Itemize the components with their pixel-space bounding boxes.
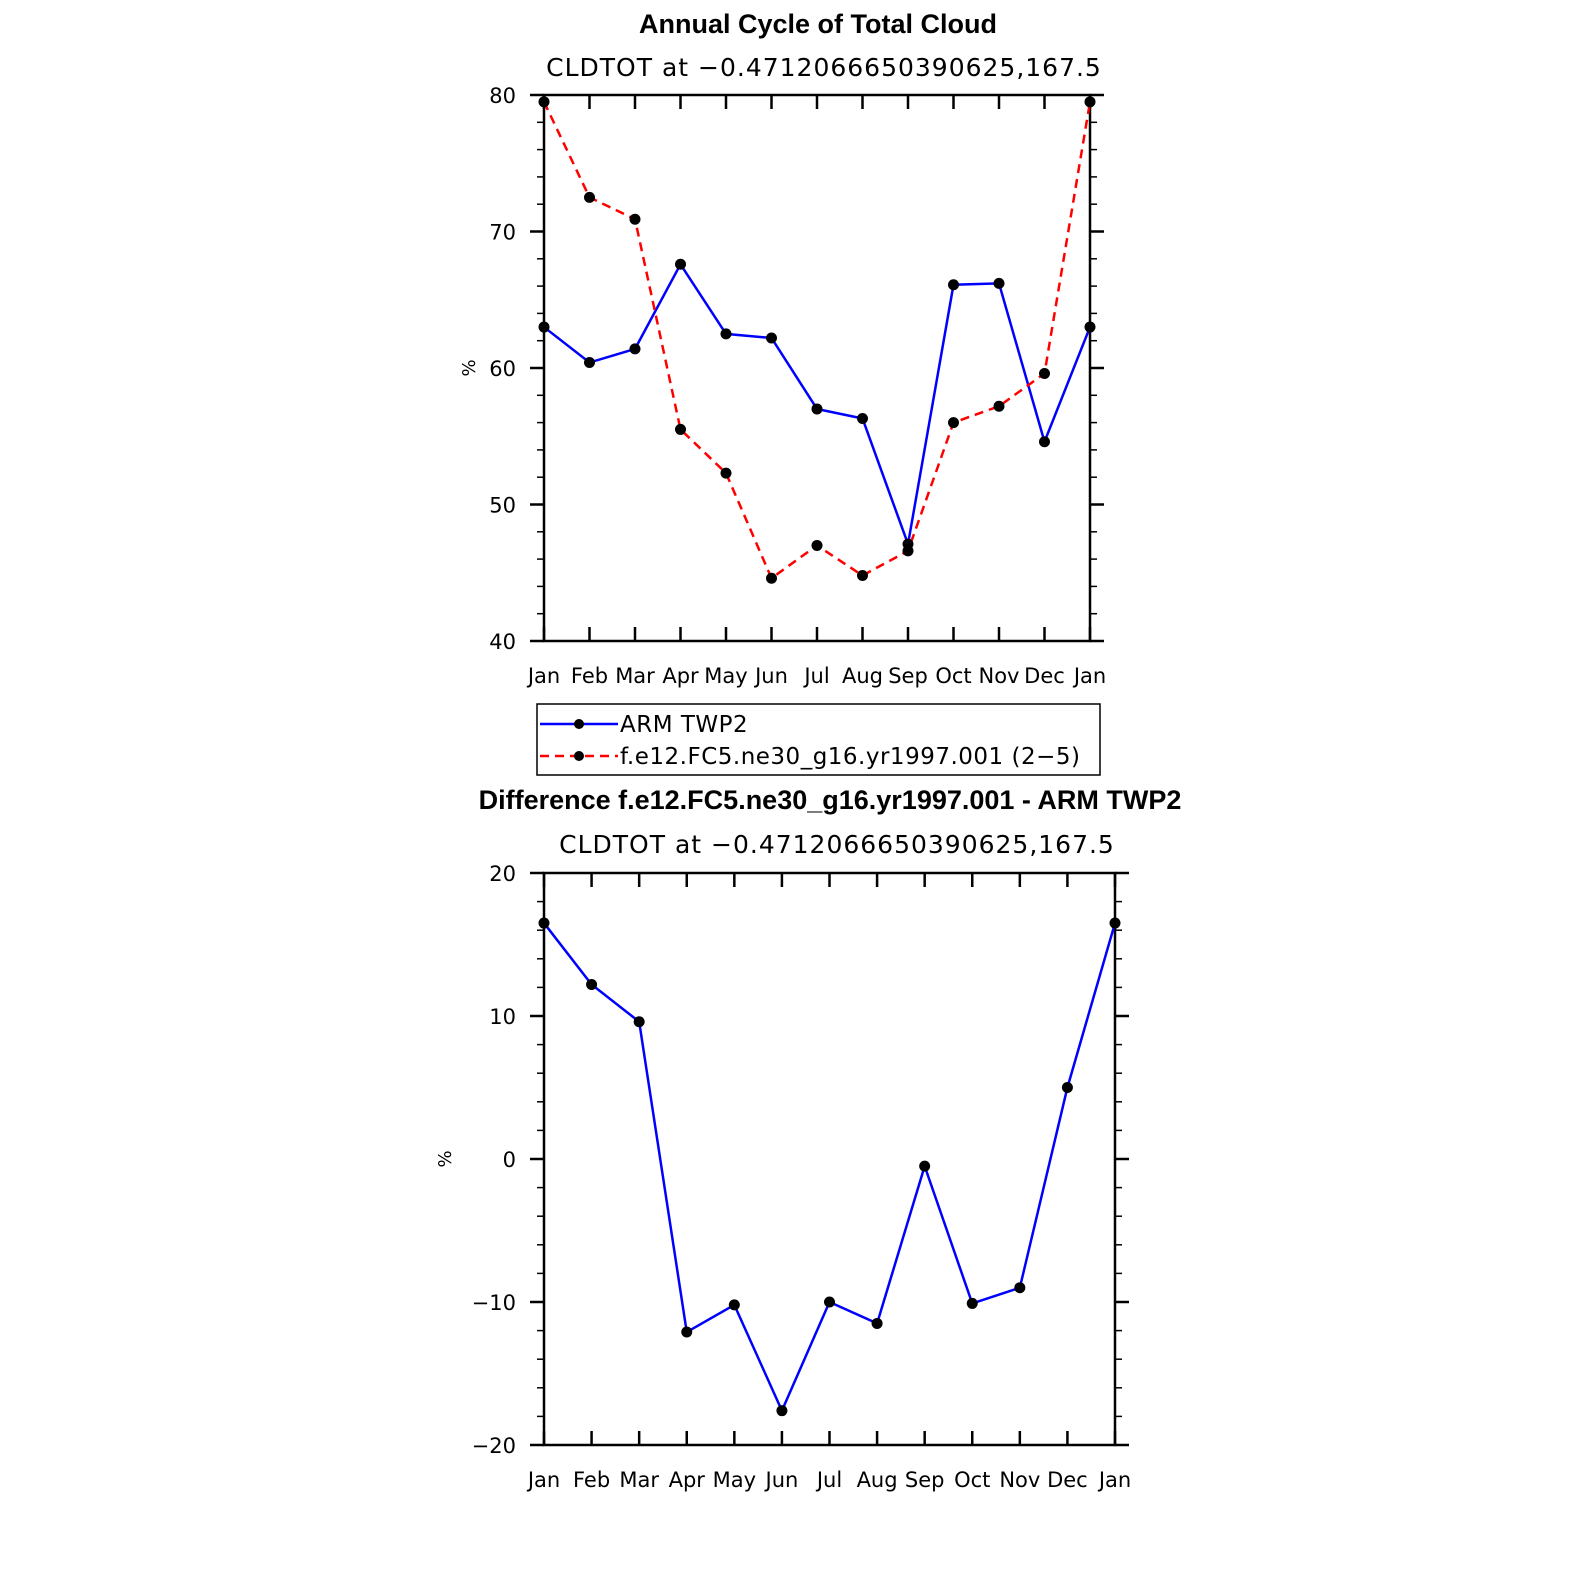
chart2-series-0-point — [871, 1317, 883, 1329]
chart1-series-1-point — [675, 423, 686, 435]
chart2-plot: Jan Feb Mar Apr May Jun Jul Aug Sep Oct Nov Dec Jan−… — [472, 862, 1132, 1492]
chart2-xtick-label: Oct — [954, 1468, 990, 1492]
chart2-xtick-label: Nov — [999, 1468, 1040, 1492]
chart1-plot: Jan Feb Mar Apr May Jun Jul Aug Sep Oct Nov Dec Jan 4… — [489, 84, 1106, 688]
chart2-series-0-line — [543, 922, 1117, 1414]
chart1-xtick-label: Feb — [571, 664, 608, 688]
chart2-xtick-label: May — [713, 1468, 756, 1492]
chart2-xtick-label: Jul — [815, 1468, 842, 1492]
chart1-series-1-point — [857, 569, 868, 581]
chart1-xtick-label: Mar — [615, 664, 655, 688]
chart1-xtick-label: Jan — [526, 664, 560, 688]
chart1-xtick-label: Nov — [979, 664, 1020, 688]
chart2-xtick-label: Mar — [619, 1468, 659, 1492]
chart1-series-1-point — [948, 417, 959, 429]
legend-label-model: f.e12.FC5.ne30_g16.yr1997.001 (2−5) — [620, 744, 1080, 770]
chart2-xtick-label: Apr — [669, 1468, 706, 1492]
chart1-xtick-label: May — [704, 664, 747, 688]
chart1-ytick-label: 70 — [489, 221, 516, 245]
chart1-series-1-line — [542, 101, 1092, 581]
chart2-series-0-point — [1061, 1082, 1073, 1093]
chart2-xtick-label: Dec — [1047, 1468, 1088, 1492]
legend-box — [536, 703, 1101, 776]
chart2-xtick-label: Jun — [764, 1468, 799, 1492]
chart2-series-0-point — [1014, 1282, 1026, 1294]
chart1-series-0-point — [538, 321, 550, 333]
chart2-subtitle: CLDTOT at −0.4712066650390625,167.5 — [559, 830, 1115, 859]
chart1-xtick-label: Sep — [888, 664, 928, 688]
chart2-ylabel: % — [435, 1150, 456, 1167]
chart2-ytick-label: −10 — [472, 1291, 516, 1315]
chart1-series-0-point — [857, 413, 868, 425]
chart2-series-0-point — [633, 1016, 645, 1028]
chart1-xtick-label: Oct — [935, 664, 971, 688]
chart2-series-0-point — [538, 917, 550, 929]
chart2-series-0-point — [681, 1326, 693, 1338]
chart1-series-1-point — [1039, 367, 1050, 379]
chart2-series-0-point — [728, 1299, 740, 1311]
chart1-xtick-label: Jan — [1072, 664, 1106, 688]
chart1-title: Annual Cycle of Total Cloud — [639, 9, 997, 39]
chart2-xtick-label: Jan — [526, 1468, 560, 1492]
chart2-xtick-label: Sep — [905, 1468, 945, 1492]
chart1-subtitle: CLDTOT at −0.4712066650390625,167.5 — [546, 53, 1102, 82]
chart2-series-0-point — [824, 1296, 835, 1308]
chart2-frame — [542, 871, 1117, 1447]
chart1-ytick-label: 50 — [489, 494, 516, 518]
chart2-ytick-label: 20 — [489, 862, 516, 886]
chart2-xtick-label: Aug — [857, 1468, 898, 1492]
legend-marker-model — [574, 751, 584, 761]
chart1-xtick-label: Jul — [802, 664, 829, 688]
chart2-ytick-label: 0 — [503, 1148, 516, 1172]
chart1-xtick-label: Jun — [753, 664, 788, 688]
chart1-series-0-point — [584, 357, 595, 369]
chart1-ytick-label: 80 — [489, 84, 516, 108]
chart1-series-1-point — [720, 467, 732, 479]
chart1-series-0-point — [766, 332, 777, 344]
chart1-xtick-label: Dec — [1024, 664, 1065, 688]
chart1-series-0-point — [675, 258, 686, 270]
legend-label-arm: ARM TWP2 — [620, 712, 748, 738]
chart1-ytick-label: 60 — [489, 357, 516, 381]
chart2-series-0-point — [586, 979, 598, 991]
chart1-series-1-point — [584, 191, 595, 203]
chart2-series-0-point — [1109, 917, 1121, 929]
chart1-series-0-point — [629, 343, 641, 355]
chart2-ytick-label: 10 — [489, 1005, 516, 1029]
chart1-series-0-point — [1084, 321, 1096, 333]
chart2-series-0-point — [776, 1405, 788, 1417]
chart2-xtick-label: Feb — [573, 1468, 610, 1492]
chart1-ylabel: % — [459, 359, 480, 376]
chart1-xtick-label: Apr — [662, 664, 699, 688]
chart1-series-0-point — [1039, 436, 1050, 448]
chart1-series-0-point — [720, 328, 732, 340]
chart1-ytick-label: 40 — [489, 630, 516, 654]
chart1-series-1-point — [993, 400, 1005, 412]
chart1-series-1-point — [766, 572, 777, 584]
chart1-frame — [542, 93, 1092, 643]
chart2-series-0-point — [919, 1160, 931, 1172]
chart1-series-0-point — [948, 279, 959, 291]
chart2-title: Difference f.e12.FC5.ne30_g16.yr1997.001… — [479, 785, 1182, 815]
chart2-series-0-point — [966, 1297, 978, 1309]
chart2-ytick-label: −20 — [472, 1434, 516, 1458]
chart2-xtick-label: Jan — [1097, 1468, 1131, 1492]
legend-marker-arm — [574, 719, 584, 729]
chart1-xtick-label: Aug — [842, 664, 883, 688]
chart1-series-0-point — [811, 403, 823, 415]
chart1-series-1-point — [811, 539, 823, 551]
chart1-legend: ARM TWP2 f.e12.FC5.ne30_g16.yr1997.001 (… — [536, 703, 1101, 776]
chart1-series-0-point — [993, 277, 1005, 289]
chart1-series-1-point — [538, 96, 550, 108]
chart1-series-1-point — [1084, 96, 1096, 108]
chart1-series-1-point — [629, 213, 641, 225]
chart1-series-1-point — [902, 545, 914, 557]
